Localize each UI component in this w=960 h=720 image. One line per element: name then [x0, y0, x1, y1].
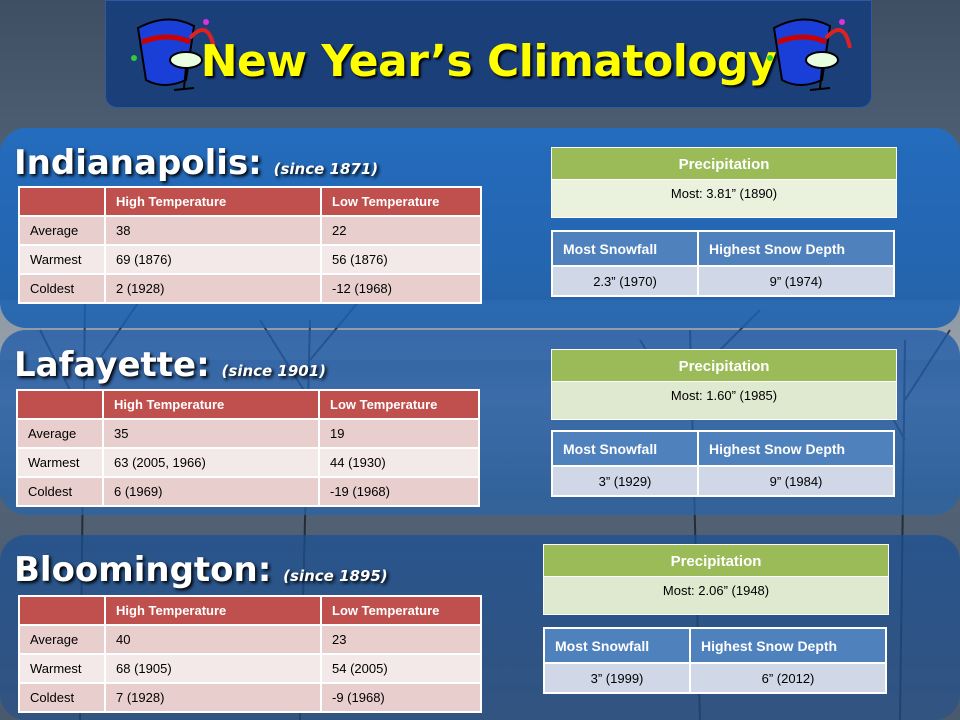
low-value: 23 — [320, 624, 482, 655]
table-row: Warmest 68 (1905) 54 (2005) — [18, 653, 482, 684]
row-label: Average — [16, 418, 104, 449]
row-label: Coldest — [16, 476, 104, 507]
snowfall-value: 3” (1929) — [551, 465, 699, 497]
header-low-temperature: Low Temperature — [318, 389, 480, 420]
precipitation-box: Precipitation Most: 3.81” (1890) — [551, 147, 897, 218]
party-hat-glass-icon — [131, 18, 216, 91]
station-title: Indianapolis: (since 1871) — [14, 143, 378, 183]
page-title: New Year’s Climatology — [200, 36, 777, 87]
header-blank — [16, 389, 104, 420]
header-high-temperature: High Temperature — [104, 595, 322, 626]
station-title: Bloomington: (since 1895) — [14, 550, 388, 590]
low-value: 19 — [318, 418, 480, 449]
high-value: 63 (2005, 1966) — [102, 447, 320, 478]
high-value: 40 — [104, 624, 322, 655]
low-value: 44 (1930) — [318, 447, 480, 478]
snow-table: Most Snowfall Highest Snow Depth 3” (199… — [543, 627, 887, 694]
snowfall-value: 2.3” (1970) — [551, 265, 699, 297]
low-value: 22 — [320, 215, 482, 246]
table-row: Coldest 7 (1928) -9 (1968) — [18, 682, 482, 713]
precipitation-value: Most: 1.60” (1985) — [551, 382, 897, 420]
high-value: 35 — [102, 418, 320, 449]
high-value: 38 — [104, 215, 322, 246]
title-banner — [105, 0, 872, 108]
header-high-temperature: High Temperature — [102, 389, 320, 420]
row-label: Warmest — [16, 447, 104, 478]
row-label: Coldest — [18, 682, 106, 713]
precipitation-header: Precipitation — [551, 147, 897, 180]
header-blank — [18, 186, 106, 217]
precipitation-value: Most: 3.81” (1890) — [551, 180, 897, 218]
row-label: Average — [18, 624, 106, 655]
station-name: Bloomington: — [14, 550, 272, 590]
snow-depth-value: 9” (1974) — [697, 265, 895, 297]
high-value: 68 (1905) — [104, 653, 322, 684]
snowfall-value: 3” (1999) — [543, 662, 691, 694]
header-blank — [18, 595, 106, 626]
precipitation-box: Precipitation Most: 2.06” (1948) — [543, 544, 889, 615]
low-value: -12 (1968) — [320, 273, 482, 304]
table-row: Warmest 63 (2005, 1966) 44 (1930) — [16, 447, 480, 478]
temperature-table: High Temperature Low Temperature Average… — [18, 186, 482, 304]
header-highest-snow-depth: Highest Snow Depth — [689, 627, 887, 664]
station-since: (since 1895) — [283, 567, 388, 585]
low-value: 56 (1876) — [320, 244, 482, 275]
table-row: Coldest 2 (1928) -12 (1968) — [18, 273, 482, 304]
row-label: Warmest — [18, 653, 106, 684]
precipitation-box: Precipitation Most: 1.60” (1985) — [551, 349, 897, 420]
snow-table: Most Snowfall Highest Snow Depth 3” (192… — [551, 430, 895, 497]
header-highest-snow-depth: Highest Snow Depth — [697, 430, 895, 467]
temperature-table: High Temperature Low Temperature Average… — [16, 389, 480, 507]
station-name: Indianapolis: — [14, 143, 262, 183]
station-since: (since 1901) — [221, 362, 327, 380]
high-value: 2 (1928) — [104, 273, 322, 304]
station-name: Lafayette: — [14, 345, 210, 385]
table-row: Average 35 19 — [16, 418, 480, 449]
low-value: -9 (1968) — [320, 682, 482, 713]
party-hat-glass-icon — [767, 18, 852, 91]
precipitation-value: Most: 2.06” (1948) — [543, 577, 889, 615]
table-row: Average 40 23 — [18, 624, 482, 655]
station-since: (since 1871) — [273, 160, 379, 178]
high-value: 7 (1928) — [104, 682, 322, 713]
snow-table: Most Snowfall Highest Snow Depth 2.3” (1… — [551, 230, 895, 297]
row-label: Average — [18, 215, 106, 246]
row-label: Warmest — [18, 244, 106, 275]
high-value: 6 (1969) — [102, 476, 320, 507]
snow-depth-value: 9” (1984) — [697, 465, 895, 497]
header-low-temperature: Low Temperature — [320, 595, 482, 626]
low-value: -19 (1968) — [318, 476, 480, 507]
high-value: 69 (1876) — [104, 244, 322, 275]
precipitation-header: Precipitation — [543, 544, 889, 577]
table-row: Warmest 69 (1876) 56 (1876) — [18, 244, 482, 275]
temperature-table: High Temperature Low Temperature Average… — [18, 595, 482, 713]
row-label: Coldest — [18, 273, 106, 304]
snow-depth-value: 6” (2012) — [689, 662, 887, 694]
precipitation-header: Precipitation — [551, 349, 897, 382]
header-most-snowfall: Most Snowfall — [551, 230, 699, 267]
header-low-temperature: Low Temperature — [320, 186, 482, 217]
header-high-temperature: High Temperature — [104, 186, 322, 217]
table-row: Average 38 22 — [18, 215, 482, 246]
table-row: Coldest 6 (1969) -19 (1968) — [16, 476, 480, 507]
low-value: 54 (2005) — [320, 653, 482, 684]
header-most-snowfall: Most Snowfall — [543, 627, 691, 664]
header-highest-snow-depth: Highest Snow Depth — [697, 230, 895, 267]
station-title: Lafayette: (since 1901) — [14, 345, 326, 385]
header-most-snowfall: Most Snowfall — [551, 430, 699, 467]
